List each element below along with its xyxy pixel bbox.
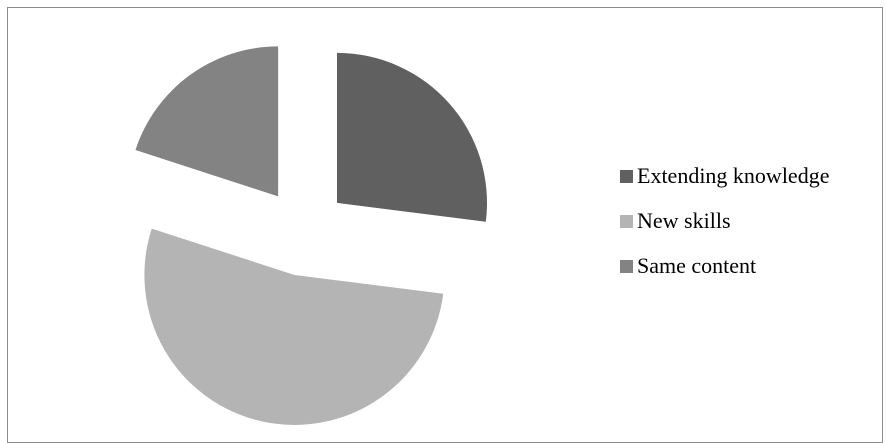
slice-new-skills <box>144 228 444 425</box>
legend-label: New skills <box>637 208 731 233</box>
slice-extending-knowledge <box>337 52 488 222</box>
chart-frame <box>7 7 883 443</box>
legend-item-new-skills: New skills <box>620 208 829 233</box>
legend-swatch <box>620 259 633 273</box>
slice-same-content <box>135 46 279 197</box>
legend-label: Same content <box>637 253 757 278</box>
legend-label: Extending knowledge <box>637 163 830 188</box>
chart-legend: Extending knowledge New skills Same cont… <box>620 163 830 299</box>
legend-swatch <box>620 214 633 228</box>
legend-item-extending-knowledge: Extending knowledge <box>620 163 830 188</box>
legend-swatch <box>620 169 633 183</box>
legend-item-same-content: Same content <box>620 253 829 278</box>
